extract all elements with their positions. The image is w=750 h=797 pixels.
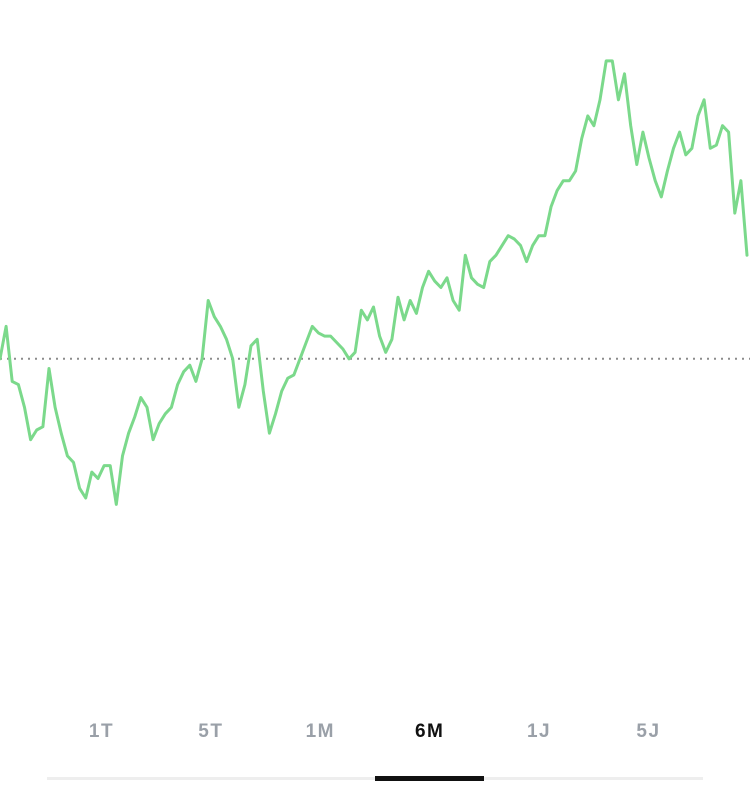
tab-1j[interactable]: 1J — [526, 721, 552, 742]
tab-5j[interactable]: 5J — [636, 721, 661, 742]
tab-6m[interactable]: 6M — [414, 721, 445, 742]
price-line-chart — [0, 59, 750, 506]
tab-1m[interactable]: 1M — [305, 721, 335, 742]
time-range-tabs: 1T 5T 1M 6M 1J 5J — [47, 700, 703, 764]
tab-5t[interactable]: 5T — [198, 721, 224, 742]
price-series-line — [0, 59, 749, 506]
selected-tab-indicator — [375, 776, 484, 781]
tab-1t[interactable]: 1T — [88, 721, 115, 742]
